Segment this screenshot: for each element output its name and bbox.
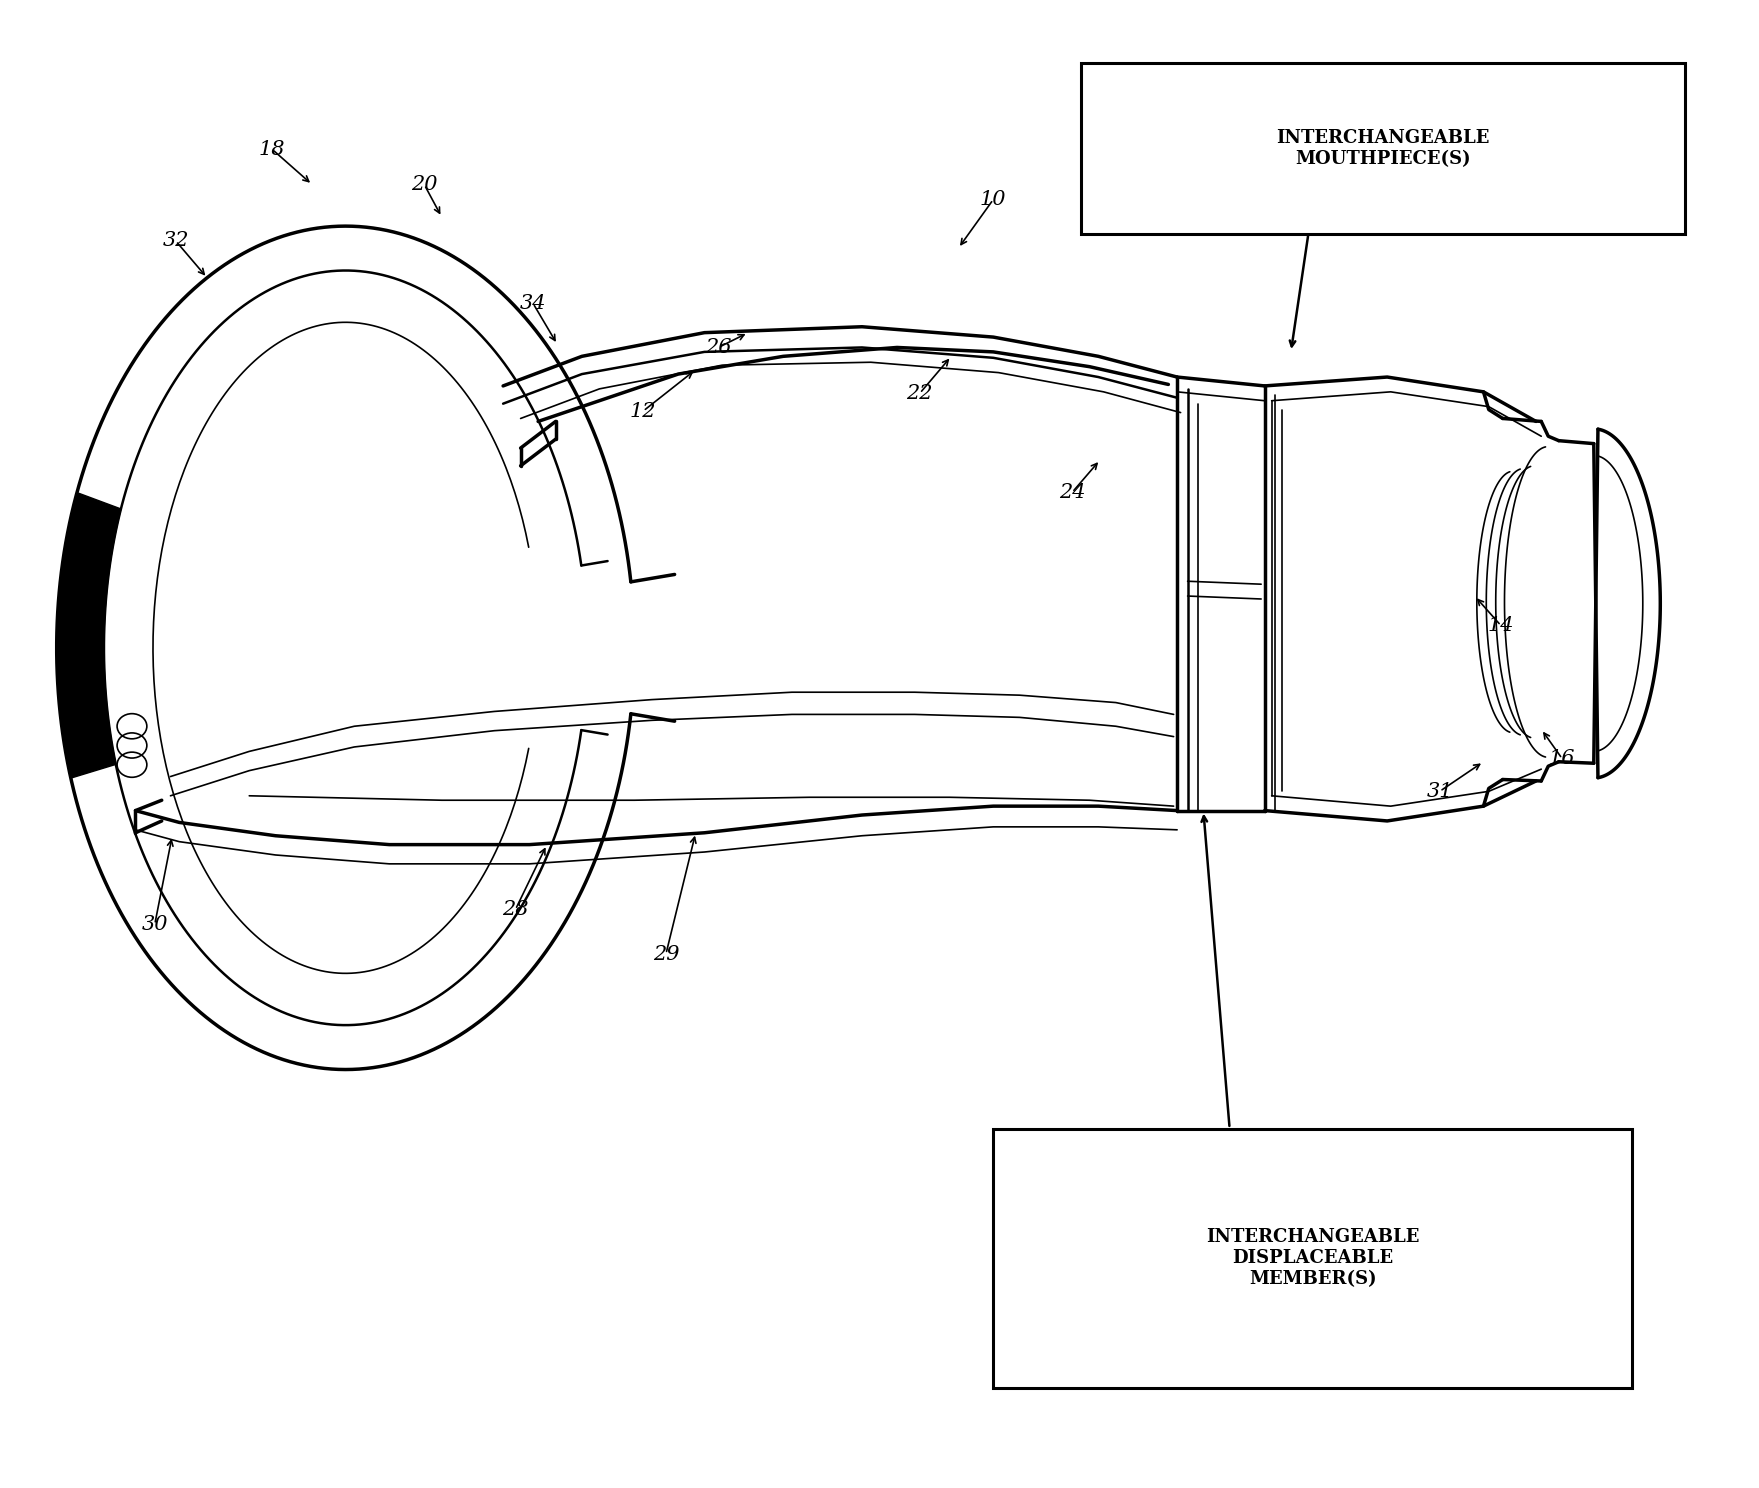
Text: 20: 20 [412,176,438,195]
Text: 32: 32 [162,232,188,250]
Text: INTERCHANGEABLE
DISPLACEABLE
MEMBER(S): INTERCHANGEABLE DISPLACEABLE MEMBER(S) [1207,1229,1420,1289]
Text: INTERCHANGEABLE
MOUTHPIECE(S): INTERCHANGEABLE MOUTHPIECE(S) [1275,129,1490,168]
Text: 31: 31 [1427,781,1453,801]
Text: 16: 16 [1550,750,1576,768]
Text: 12: 12 [630,402,656,421]
FancyBboxPatch shape [994,1129,1632,1388]
Text: 18: 18 [259,140,285,159]
Text: 10: 10 [980,190,1006,208]
Text: 24: 24 [1059,484,1085,501]
Text: 34: 34 [519,293,545,312]
Text: 28: 28 [501,900,529,920]
Text: 22: 22 [906,384,932,403]
Text: 30: 30 [141,915,167,934]
Text: 26: 26 [705,338,732,357]
Polygon shape [56,493,121,778]
Text: 29: 29 [653,945,679,964]
FancyBboxPatch shape [1080,64,1685,234]
Text: 14: 14 [1488,616,1514,635]
